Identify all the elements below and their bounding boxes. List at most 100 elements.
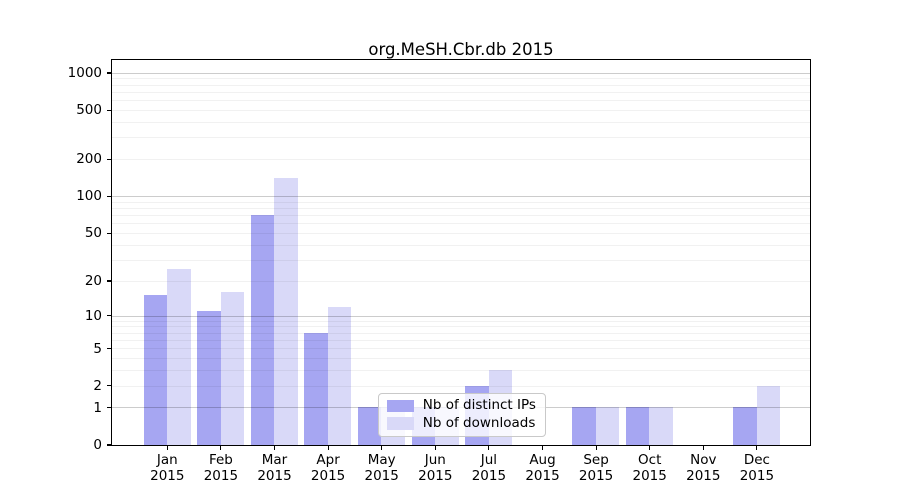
- y-axis-tick-label-2: 2: [93, 377, 102, 394]
- x-axis-month-label: Oct: [638, 452, 662, 468]
- gridline-minor-800: [112, 84, 811, 86]
- bar-downloads-mar: [274, 178, 298, 445]
- x-axis-label-jul: Jul 2015: [459, 452, 519, 484]
- y-axis-tick-mark-1: [106, 407, 112, 409]
- y-axis-tick-mark-50: [106, 232, 112, 234]
- legend-label-distinct-ips: Nb of distinct IPs: [422, 397, 536, 414]
- bar-distinct-ips-sep: [572, 407, 596, 445]
- y-axis-tick-label-100: 100: [76, 188, 102, 205]
- y-axis-tick-label-50: 50: [84, 225, 102, 242]
- x-axis-label-apr: Apr 2015: [298, 452, 358, 484]
- y-axis-tick-label-20: 20: [84, 273, 102, 290]
- x-axis-year-label: 2015: [739, 468, 775, 484]
- gridline-minor-90: [112, 201, 811, 203]
- gridline-minor-700: [112, 91, 811, 93]
- legend-swatch-downloads: [386, 417, 414, 430]
- x-axis-year-label: 2015: [257, 468, 292, 484]
- x-axis-tick-mark-sep: [595, 446, 597, 451]
- legend: Nb of distinct IPs Nb of downloads: [377, 392, 546, 437]
- x-axis-year-label: 2015: [525, 468, 560, 484]
- x-axis-month-label: May: [367, 452, 396, 468]
- bar-downloads-dec: [756, 385, 781, 445]
- legend-entry-downloads: Nb of downloads: [386, 415, 537, 432]
- gridline-minor-70: [112, 215, 811, 217]
- chart-title: org.MeSH.Cbr.db 2015: [368, 40, 554, 59]
- gridline-minor-400: [112, 122, 811, 123]
- y-axis-tick-mark-20: [106, 280, 112, 282]
- legend-entry-distinct-ips: Nb of distinct IPs: [386, 397, 537, 414]
- x-axis-label-nov: Nov 2015: [673, 452, 733, 484]
- x-axis-year-label: 2015: [578, 468, 614, 484]
- x-axis-month-label: Apr: [316, 452, 340, 468]
- gridline-minor-600: [112, 100, 811, 102]
- x-axis-label-may: May 2015: [352, 452, 412, 484]
- x-axis-month-label: Feb: [208, 452, 233, 468]
- gridline-minor-500: [112, 110, 811, 112]
- x-axis-year-label: 2015: [203, 468, 239, 484]
- gridline-minor-50: [112, 233, 811, 235]
- x-axis-month-label: Dec: [743, 452, 770, 468]
- x-axis-year-label: 2015: [471, 468, 507, 484]
- y-axis-tick-mark-1000: [106, 72, 112, 74]
- gridline-major-1000: [112, 72, 811, 74]
- x-axis-tick-mark-apr: [327, 446, 329, 451]
- bar-downloads-apr: [327, 306, 352, 445]
- x-axis-month-label: Aug: [529, 452, 556, 468]
- plot-area: Nb of distinct IPs Nb of downloads: [111, 58, 812, 447]
- x-axis-tick-mark-oct: [649, 446, 651, 451]
- gridline-major-10: [112, 315, 811, 317]
- x-axis-tick-mark-mar: [273, 446, 276, 451]
- y-axis-tick-label-1: 1: [93, 399, 102, 416]
- gridline-minor-20: [112, 280, 811, 282]
- legend-swatch-distinct-ips: [386, 399, 414, 413]
- y-axis-tick-mark-5: [106, 347, 112, 350]
- gridline-minor-300: [112, 137, 811, 139]
- x-axis-year-label: 2015: [150, 468, 185, 484]
- x-axis-month-label: Nov: [690, 452, 717, 468]
- legend-label-downloads: Nb of downloads: [422, 415, 536, 432]
- gridline-minor-4: [112, 358, 811, 360]
- y-axis-tick-mark-10: [106, 315, 112, 317]
- x-axis-label-jan: Jan 2015: [137, 452, 197, 484]
- gridline-minor-5: [112, 348, 811, 350]
- x-axis-label-oct: Oct 2015: [620, 452, 680, 484]
- y-axis-tick-label-10: 10: [84, 307, 102, 324]
- y-axis-tick-mark-100: [106, 195, 112, 198]
- x-axis-month-label: Mar: [261, 452, 288, 468]
- x-axis-year-label: 2015: [418, 468, 453, 484]
- bar-downloads-oct: [649, 407, 673, 445]
- y-axis-tick-label-200: 200: [76, 151, 102, 168]
- bar-distinct-ips-mar: [250, 215, 275, 445]
- x-axis-year-label: 2015: [310, 468, 346, 484]
- gridline-minor-2: [112, 385, 811, 387]
- x-axis-tick-mark-nov: [702, 446, 704, 451]
- gridline-minor-8: [112, 326, 811, 328]
- bar-downloads-jan: [167, 269, 191, 445]
- x-axis-label-jun: Jun 2015: [405, 452, 465, 484]
- gridline-minor-9: [112, 320, 811, 322]
- gridline-minor-7: [112, 332, 811, 334]
- bar-distinct-ips-may: [357, 407, 382, 445]
- bar-distinct-ips-feb: [197, 310, 221, 445]
- y-axis-tick-label-1000: 1000: [67, 64, 102, 81]
- gridline-minor-60: [112, 223, 811, 225]
- bar-distinct-ips-jan: [143, 295, 168, 445]
- bar-distinct-ips-apr: [304, 332, 328, 445]
- x-axis-month-label: Sep: [583, 452, 609, 468]
- x-axis-tick-mark-aug: [541, 446, 544, 451]
- gridline-minor-200: [112, 159, 811, 161]
- y-axis-tick-mark-0: [106, 444, 112, 446]
- x-axis-label-mar: Mar 2015: [245, 452, 305, 484]
- gridline-minor-40: [112, 244, 811, 246]
- y-axis-tick-mark-200: [106, 158, 112, 160]
- bar-distinct-ips-dec: [733, 407, 757, 445]
- bar-distinct-ips-oct: [625, 407, 650, 445]
- gridline-minor-6: [112, 340, 811, 341]
- x-axis-tick-mark-jan: [166, 446, 168, 451]
- x-axis-month-label: Jan: [156, 452, 178, 468]
- x-axis-year-label: 2015: [632, 468, 667, 484]
- bar-downloads-sep: [595, 407, 620, 445]
- y-axis-tick-label-5: 5: [93, 340, 102, 357]
- x-axis-label-dec: Dec 2015: [727, 452, 787, 484]
